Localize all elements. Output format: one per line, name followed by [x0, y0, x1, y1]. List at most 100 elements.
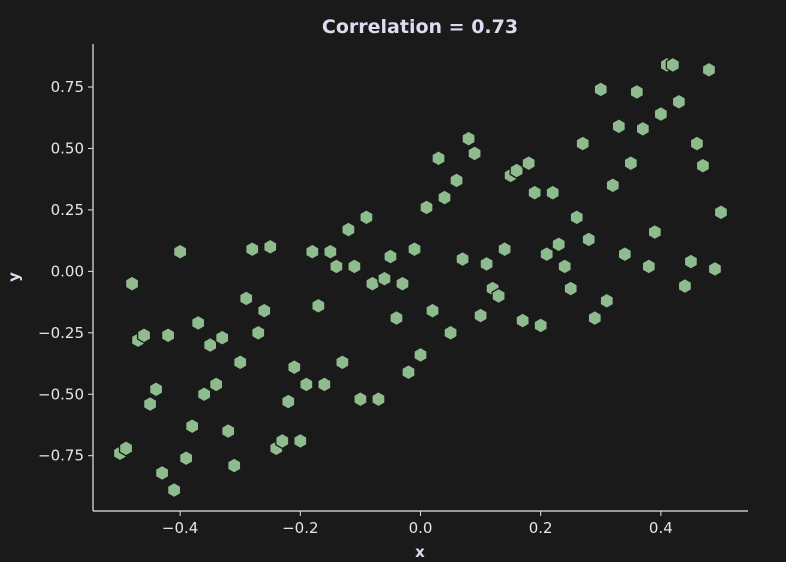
data-point — [154, 464, 170, 482]
data-point — [365, 275, 380, 292]
data-point — [599, 292, 614, 310]
data-point — [299, 376, 314, 393]
data-point — [197, 385, 212, 403]
data-points — [112, 56, 729, 499]
data-point — [689, 135, 705, 152]
data-point — [623, 154, 638, 172]
data-point — [593, 81, 608, 98]
data-point — [455, 250, 470, 268]
data-point — [341, 221, 356, 238]
data-point — [353, 390, 368, 408]
data-point — [695, 157, 711, 174]
data-point — [323, 243, 338, 260]
data-point — [545, 184, 560, 201]
data-point — [178, 449, 194, 467]
data-point — [509, 162, 524, 179]
data-point — [215, 329, 230, 346]
data-point — [136, 327, 152, 344]
data-point — [581, 231, 596, 248]
data-point — [491, 287, 506, 305]
data-point — [473, 307, 488, 324]
data-point — [707, 260, 723, 278]
data-point — [629, 83, 644, 101]
data-point — [557, 258, 572, 275]
data-point — [431, 150, 446, 167]
y-tick-label: −0.50 — [38, 385, 84, 403]
data-point — [233, 354, 248, 371]
data-point — [293, 432, 308, 450]
data-point — [521, 154, 536, 172]
data-point — [671, 93, 687, 111]
x-tick-label: −0.4 — [162, 519, 198, 537]
data-point — [160, 327, 176, 344]
data-point — [172, 243, 188, 260]
data-point — [275, 432, 290, 450]
data-point — [407, 240, 422, 258]
x-tick-label: 0.4 — [649, 519, 673, 537]
y-axis-label: y — [5, 272, 23, 282]
x-axis-ticks: −0.4 −0.2 0.0 0.2 0.4 — [162, 511, 673, 537]
data-point — [647, 223, 662, 241]
chart-title: Correlation = 0.73 — [322, 16, 518, 38]
x-tick-label: 0.2 — [529, 519, 553, 537]
data-point — [263, 238, 278, 256]
data-point — [383, 248, 398, 265]
data-point — [389, 309, 404, 327]
data-point — [665, 56, 681, 74]
data-point — [251, 324, 266, 342]
data-point — [419, 199, 434, 216]
data-point — [395, 275, 410, 292]
y-axis-ticks: −0.75 −0.50 −0.25 0.00 0.25 0.50 0.75 — [38, 78, 93, 465]
y-tick-label: 0.00 — [51, 262, 84, 280]
data-point — [287, 358, 302, 376]
y-tick-label: −0.25 — [38, 324, 84, 342]
data-point — [227, 457, 242, 474]
data-point — [124, 275, 140, 292]
data-point — [185, 417, 200, 435]
data-point — [479, 255, 494, 273]
data-point — [221, 422, 236, 440]
x-tick-label: 0.0 — [409, 519, 433, 537]
data-point — [605, 177, 620, 194]
data-point — [635, 120, 650, 138]
data-point — [563, 280, 578, 297]
data-point — [515, 312, 530, 329]
data-point — [305, 243, 320, 260]
data-point — [401, 363, 416, 381]
data-point — [317, 376, 332, 393]
data-point — [347, 258, 362, 275]
data-point — [203, 336, 218, 354]
data-point — [209, 376, 224, 393]
data-point — [257, 302, 272, 319]
data-point — [551, 236, 566, 253]
data-point — [527, 184, 542, 201]
data-point — [142, 395, 158, 413]
x-tick-label: −0.2 — [282, 519, 318, 537]
data-point — [377, 270, 392, 287]
data-point — [569, 209, 584, 226]
data-point — [371, 390, 386, 408]
data-point — [467, 145, 482, 162]
data-point — [335, 354, 350, 371]
data-point — [118, 440, 134, 457]
data-point — [539, 245, 554, 263]
data-point — [449, 172, 464, 189]
data-point — [413, 346, 428, 364]
data-point — [497, 240, 512, 258]
y-tick-label: 0.50 — [51, 139, 84, 157]
data-point — [281, 393, 296, 410]
data-point — [575, 135, 590, 152]
data-point — [148, 381, 164, 398]
y-tick-label: −0.75 — [38, 447, 84, 465]
data-point — [701, 61, 717, 79]
data-point — [191, 314, 206, 332]
y-tick-label: 0.75 — [51, 78, 84, 96]
y-tick-label: 0.25 — [51, 201, 84, 219]
data-point — [329, 258, 344, 275]
data-point — [443, 324, 458, 342]
data-point — [713, 204, 729, 221]
data-point — [587, 309, 602, 327]
data-point — [437, 189, 452, 206]
data-point — [683, 253, 699, 270]
